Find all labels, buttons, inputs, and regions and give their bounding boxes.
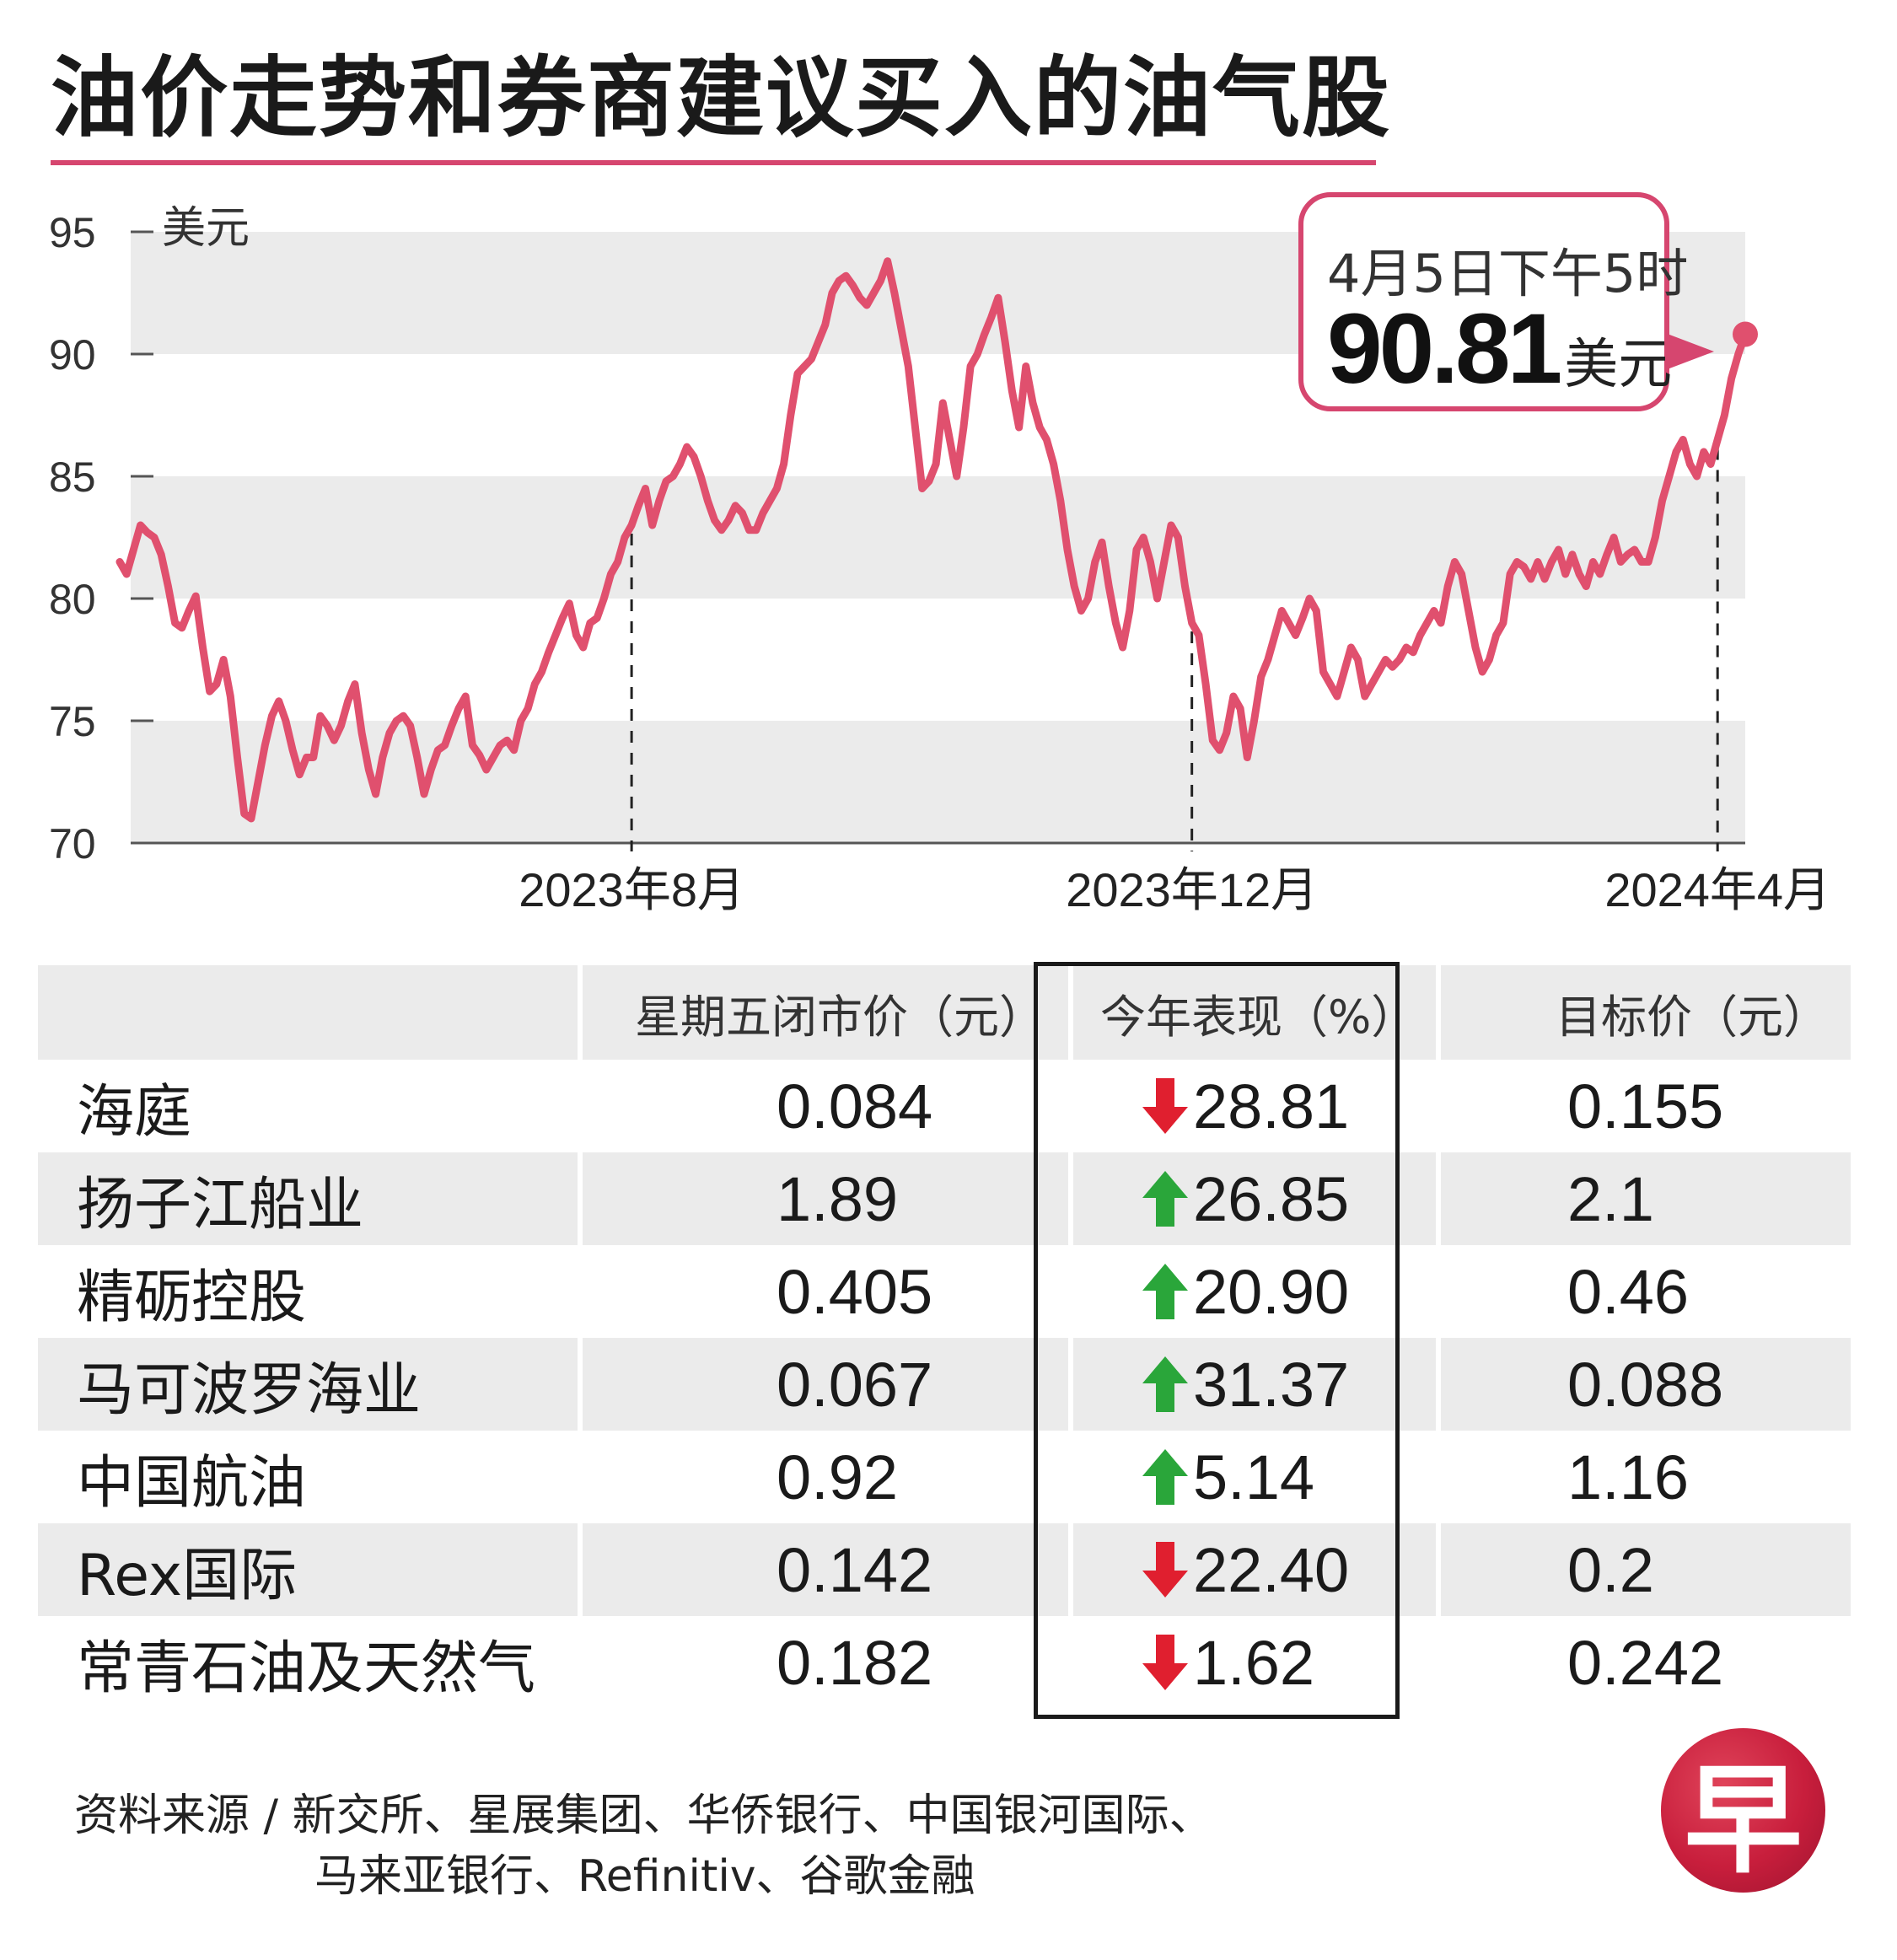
header-name: [38, 965, 578, 1060]
source-line-2: 马来亚银行、Refinitiv、谷歌金融: [314, 1851, 975, 1902]
oil-price-chart: 95 90 85 80 75 70 美元 2023年8月 2023年12月 2024年4月: [49, 204, 1830, 916]
chart-band-1: [131, 476, 1745, 599]
y-tick-label: 75: [49, 698, 96, 745]
y-tick-label: 85: [49, 454, 96, 501]
arrow-down-icon: [1141, 1633, 1190, 1692]
series-line-brent: [116, 257, 1749, 823]
close-price: 0.92: [777, 1442, 899, 1512]
table-row: 精砺控股 0.405 20.90 0.46: [38, 1245, 1851, 1338]
ytd-performance-value: 31.37: [1193, 1349, 1350, 1420]
target-price: 0.2: [1441, 1523, 1851, 1616]
arrow-down-icon: [1141, 1540, 1190, 1599]
stock-name: Rex国际: [38, 1523, 578, 1616]
ytd-performance: 22.40: [1073, 1523, 1436, 1616]
table-row: 马可波罗海业 0.067 31.37 0.088: [38, 1338, 1851, 1431]
x-tick-label: 2023年8月: [519, 863, 744, 916]
target-price: 1.16: [1567, 1442, 1690, 1512]
target-price: 0.46: [1567, 1256, 1690, 1327]
latest-price-callout: 4月5日下午5时 90.81美元: [1298, 192, 1688, 411]
y-tick-label: 90: [49, 331, 96, 379]
ytd-performance-value: 28.81: [1193, 1071, 1350, 1141]
source-note: 资料来源 / 新交所、星展集团、华侨银行、中国银河国际、 马来亚银行、Refin…: [74, 1785, 1213, 1907]
arrow-up-icon: [1141, 1355, 1190, 1414]
chart-band-2: [131, 721, 1745, 843]
x-tick-label: 2024年4月: [1604, 863, 1830, 916]
table-row: Rex国际 0.142 22.40 0.2: [38, 1523, 1851, 1616]
ytd-performance: 1.62: [1073, 1616, 1436, 1709]
table-row: 海庭 0.084 28.81 0.155: [38, 1060, 1851, 1152]
target-price: 2.1: [1441, 1152, 1851, 1245]
arrow-down-icon: [1141, 1077, 1190, 1136]
table-row: 常青石油及天然气 0.182 1.62 0.242: [38, 1616, 1851, 1709]
arrow-up-icon: [1141, 1262, 1190, 1321]
ytd-performance: 28.81: [1073, 1060, 1436, 1152]
close-price: 0.182: [777, 1627, 933, 1698]
stock-name: 精砺控股: [77, 1264, 307, 1331]
header-ytd-performance: 今年表现（%）: [1073, 965, 1436, 1060]
ytd-performance-value: 1.62: [1193, 1627, 1315, 1698]
close-price: 0.067: [583, 1338, 1068, 1431]
stock-name: 马可波罗海业: [38, 1338, 578, 1431]
latest-price-dot: [1733, 321, 1758, 347]
ytd-performance: 20.90: [1073, 1245, 1436, 1338]
ytd-performance-value: 22.40: [1193, 1534, 1350, 1605]
callout-date: 4月5日下午5时: [1327, 243, 1689, 304]
ytd-performance-value: 5.14: [1193, 1442, 1315, 1512]
callout-value: 90.81: [1327, 293, 1562, 405]
table-row: 扬子江船业 1.89 26.85 2.1: [38, 1152, 1851, 1245]
callout-unit: 美元: [1564, 334, 1673, 396]
callout-pointer: [1665, 333, 1714, 370]
x-axis-ticks: 2023年8月 2023年12月 2024年4月: [519, 863, 1830, 916]
stock-name: 中国航油: [77, 1449, 307, 1517]
target-price: 0.155: [1567, 1071, 1724, 1141]
month-markers: [630, 448, 1719, 851]
y-axis: 95 90 85 80 75 70: [49, 209, 153, 867]
zaobao-logo: 早: [1661, 1728, 1825, 1893]
target-price: 0.088: [1441, 1338, 1851, 1431]
stock-name: 扬子江船业: [38, 1152, 578, 1245]
x-tick-label: 2023年12月: [1066, 863, 1318, 916]
y-axis-unit-label: 美元: [162, 204, 250, 253]
stock-name: 海庭: [77, 1078, 192, 1146]
ytd-performance: 5.14: [1073, 1431, 1436, 1523]
y-tick-label: 80: [49, 576, 96, 623]
table-row: 中国航油 0.92 5.14 1.16: [38, 1431, 1851, 1523]
ytd-performance-value: 20.90: [1193, 1256, 1350, 1327]
title-underline: [51, 160, 1376, 165]
header-close-price: 星期五闭市价（元）: [583, 965, 1068, 1060]
ytd-performance-value: 26.85: [1193, 1163, 1350, 1234]
header-target-price: 目标价（元）: [1441, 965, 1851, 1060]
chart-title: 油价走势和券商建议买入的油气股: [51, 46, 1392, 149]
close-price: 0.142: [583, 1523, 1068, 1616]
ytd-performance: 31.37: [1073, 1338, 1436, 1431]
target-price: 0.242: [1567, 1627, 1724, 1698]
close-price: 1.89: [583, 1152, 1068, 1245]
y-tick-label: 95: [49, 209, 96, 256]
y-tick-label: 70: [49, 820, 96, 867]
stock-table: 星期五闭市价（元） 今年表现（%） 目标价（元） 海庭 0.084 28.81 0.1…: [38, 965, 1851, 1709]
arrow-up-icon: [1141, 1447, 1190, 1506]
table-header: 星期五闭市价（元） 今年表现（%） 目标价（元）: [38, 965, 1851, 1060]
stock-name: 常青石油及天然气: [77, 1635, 536, 1702]
ytd-performance: 26.85: [1073, 1152, 1436, 1245]
close-price: 0.084: [777, 1071, 933, 1141]
source-line-1: 资料来源 / 新交所、星展集团、华侨银行、中国银河国际、: [74, 1791, 1213, 1841]
close-price: 0.405: [777, 1256, 933, 1327]
arrow-up-icon: [1141, 1169, 1190, 1228]
table-body: 海庭 0.084 28.81 0.155 扬子江船业 1.89 26.85 2.1 精砺控股 0.…: [38, 1060, 1851, 1709]
